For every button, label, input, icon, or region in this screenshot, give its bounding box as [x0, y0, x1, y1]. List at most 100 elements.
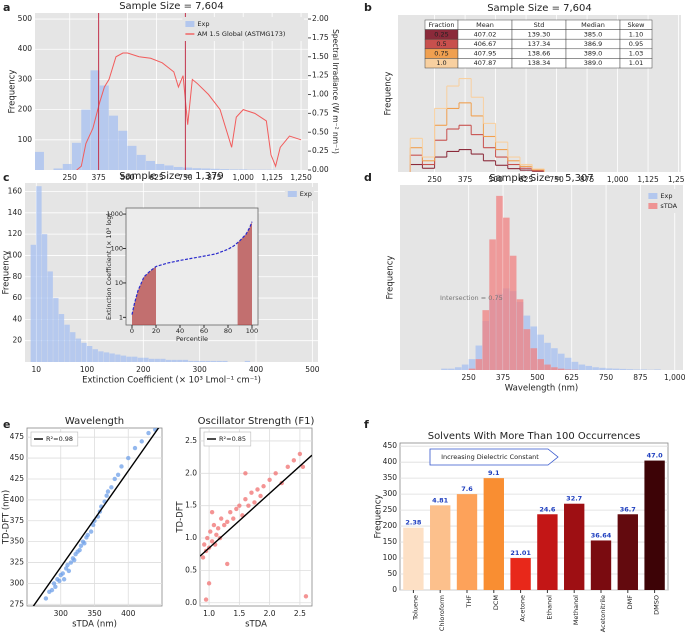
- panel-letter: f: [364, 418, 369, 431]
- y-tick-label: 500: [18, 14, 33, 23]
- y-tick-label: 1: [119, 313, 123, 321]
- y-tick-label: 0: [392, 585, 397, 594]
- histogram-bar: [537, 334, 544, 370]
- histogram-bar: [62, 163, 72, 170]
- histogram-bar: [192, 168, 202, 170]
- histogram-bar: [183, 167, 193, 170]
- x-tick-label: 375: [458, 175, 473, 184]
- histogram-bar: [244, 360, 251, 362]
- y-tick-label: 100: [111, 244, 123, 252]
- legend-label: Exp: [197, 20, 209, 28]
- scatter-point: [211, 522, 217, 528]
- y-axis-label: Frequency: [2, 251, 12, 295]
- y2-tick-label: 1.50: [312, 52, 329, 61]
- x-tick-label: 750: [178, 173, 193, 182]
- histogram-bar: [557, 353, 565, 370]
- histogram-bar: [509, 255, 517, 370]
- table-text: 0.75: [434, 50, 448, 58]
- plot-area: [30, 186, 251, 362]
- x-tick-label: 1,250: [290, 173, 312, 182]
- histogram-bar: [229, 169, 239, 170]
- scatter-point: [208, 529, 213, 534]
- scatter-point: [237, 503, 242, 508]
- histogram-bar: [468, 359, 476, 370]
- scatter-point: [214, 532, 219, 537]
- histogram-bar: [516, 299, 524, 370]
- histogram-bar: [523, 329, 531, 370]
- bar-value-label: 9.1: [488, 469, 500, 477]
- scatter-point: [82, 541, 87, 546]
- y-axis-label: Frequency: [386, 256, 396, 300]
- annotation: Intersection = 0.75: [440, 294, 503, 302]
- legend-box: [203, 431, 252, 447]
- histogram-bar: [53, 298, 59, 362]
- table-text: 1.03: [629, 50, 643, 58]
- x-tick-label: 60: [200, 327, 208, 335]
- bar-value-label: 32.7: [566, 495, 582, 503]
- scatter-point: [225, 519, 230, 525]
- table-text: Median: [581, 21, 605, 29]
- chart-title: Sample Size = 7,604: [487, 3, 592, 14]
- histogram-bar: [75, 338, 82, 362]
- x-tick-label: 300: [193, 365, 208, 374]
- scatter-point: [218, 516, 224, 521]
- histogram-bar: [173, 166, 183, 170]
- histogram-bar: [496, 195, 503, 370]
- scatter-point: [225, 561, 230, 567]
- x-tick-label: 80: [224, 327, 232, 335]
- scatter-point: [112, 476, 117, 482]
- histogram-bar: [578, 364, 586, 370]
- scatter-point: [258, 493, 263, 499]
- histogram-bar: [86, 346, 93, 362]
- scatter-point: [88, 529, 94, 534]
- y-tick-label: 1.0: [185, 533, 197, 542]
- scatter-point: [231, 516, 236, 521]
- y-tick-label: 400: [383, 457, 398, 466]
- histogram-bar: [132, 356, 138, 362]
- data-line: [32, 428, 160, 606]
- y-tick-label: 0.0: [185, 598, 197, 607]
- scatter-point: [273, 471, 278, 476]
- chart-title: Solvents With More Than 100 Occurrences: [428, 431, 641, 442]
- chart-title: Wavelength: [65, 416, 124, 427]
- y-tick-label: 350: [383, 473, 398, 482]
- scatter-point: [205, 535, 210, 541]
- y2-tick-label: 0.25: [312, 146, 329, 155]
- scatter-point: [132, 445, 138, 451]
- x-tick-label: Chloroform: [438, 595, 446, 631]
- histogram-bar: [81, 109, 91, 170]
- histogram-bar: [448, 368, 455, 370]
- histogram-bar: [41, 234, 48, 362]
- histogram-bar: [177, 359, 183, 362]
- scatter-point: [61, 577, 67, 582]
- y-tick-label: 325: [10, 558, 25, 567]
- table-text: 406.67: [474, 40, 497, 48]
- scatter-point: [66, 568, 72, 574]
- x-tick-label: 375: [496, 373, 511, 382]
- y2-tick-label: 1.00: [312, 90, 329, 99]
- histogram-bar: [454, 367, 462, 370]
- y-tick-label: 300: [18, 74, 33, 83]
- x-tick-label: 375: [91, 173, 106, 182]
- table-text: 1.0: [436, 59, 446, 67]
- histogram-bar: [81, 342, 87, 362]
- x-tick-label: 500: [305, 365, 320, 374]
- histogram-bar: [109, 353, 115, 362]
- scatter-point: [228, 509, 233, 515]
- histogram-bar: [461, 364, 469, 370]
- table-text: 407.95: [474, 50, 497, 58]
- y-tick-label: 100: [18, 135, 33, 144]
- scatter-point: [126, 455, 131, 461]
- y-tick-label: 2.0: [185, 468, 197, 477]
- scatter-point: [72, 557, 77, 563]
- scatter-point: [65, 562, 70, 568]
- histogram-bar: [148, 358, 155, 362]
- plot-area: [403, 460, 665, 590]
- histogram-bar: [72, 142, 81, 170]
- x-tick-label: 625: [565, 373, 580, 382]
- table-text: 137.34: [528, 40, 551, 48]
- histogram-bar: [165, 359, 172, 362]
- y-tick-label: 200: [18, 105, 33, 114]
- histogram-bar: [103, 352, 110, 362]
- x-tick-label: 10: [31, 365, 41, 374]
